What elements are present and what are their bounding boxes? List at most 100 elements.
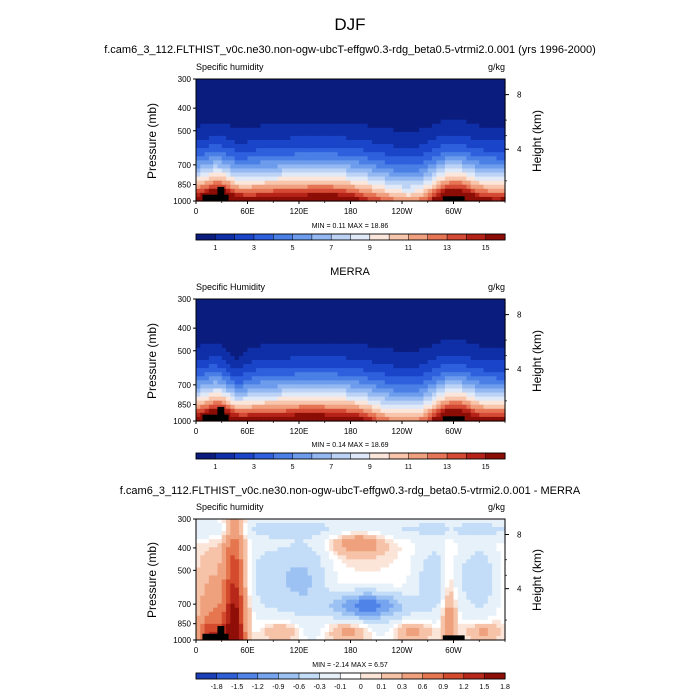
heatmap-cell	[221, 519, 227, 524]
heatmap-cell	[221, 388, 227, 394]
heatmap-cell	[453, 115, 459, 121]
heatmap-cell	[311, 408, 317, 414]
heatmap-cell	[311, 519, 317, 524]
heatmap-cell	[419, 172, 425, 178]
heatmap-cell	[363, 103, 369, 109]
heatmap-cell	[436, 384, 442, 390]
heatmap-cell	[449, 184, 455, 190]
heatmap-cell	[350, 392, 356, 398]
heatmap-cell	[427, 351, 433, 357]
heatmap-cell	[230, 144, 236, 149]
heatmap-cell	[217, 400, 223, 406]
heatmap-cell	[474, 523, 480, 528]
heatmap-cell	[337, 364, 343, 369]
heatmap-cell	[320, 152, 326, 157]
heatmap-cell	[230, 535, 236, 540]
heatmap-cell	[380, 539, 386, 544]
heatmap-cell	[384, 307, 390, 312]
heatmap-cell	[440, 519, 446, 524]
heatmap-cell	[436, 523, 442, 528]
heatmap-cell	[333, 343, 339, 349]
heatmap-cell	[444, 339, 450, 345]
heatmap-cell	[406, 184, 412, 190]
heatmap-cell	[324, 376, 330, 381]
heatmap-cell	[432, 172, 437, 178]
heatmap-cell	[479, 140, 485, 145]
heatmap-cell	[371, 79, 377, 84]
heatmap-cell	[423, 416, 429, 422]
heatmap-cell	[389, 372, 395, 377]
heatmap-cell	[492, 311, 498, 316]
heatmap-cell	[406, 364, 412, 369]
heatmap-cell	[294, 396, 300, 402]
heatmap-cell	[217, 299, 223, 304]
heatmap-cell	[367, 107, 373, 113]
topography-cell	[219, 406, 223, 421]
heatmap-cell	[329, 79, 334, 84]
heatmap-cell	[487, 140, 493, 145]
heatmap-cell	[311, 539, 317, 544]
heatmap-cell	[256, 380, 261, 385]
heatmap-cell	[393, 343, 399, 349]
heatmap-cell	[217, 140, 223, 145]
heatmap-cell	[346, 323, 352, 329]
heatmap-cell	[303, 144, 309, 149]
heatmap-cell	[251, 95, 257, 100]
heatmap-cell	[453, 347, 459, 353]
heatmap-cell	[436, 180, 442, 186]
heatmap-cell	[440, 531, 446, 536]
heatmap-cell	[457, 111, 463, 117]
heatmap-cell	[371, 87, 377, 92]
heatmap-cell	[256, 135, 261, 141]
heatmap-cell	[389, 319, 395, 324]
heatmap-cell	[324, 99, 330, 104]
heatmap-cell	[354, 119, 360, 125]
heatmap-cell	[419, 355, 425, 361]
heatmap-cell	[264, 388, 270, 394]
heatmap-cell	[221, 107, 227, 113]
heatmap-cell	[316, 299, 322, 304]
heatmap-cell	[333, 144, 339, 149]
heatmap-cell	[277, 364, 283, 369]
heatmap-cell	[247, 311, 253, 316]
heatmap-cell	[479, 303, 485, 308]
panel-model: f.cam6_3_112.FLTHIST_v0c.ne30.non-ogw-ub…	[104, 44, 596, 252]
heatmap-cell	[367, 127, 373, 133]
heatmap-cell	[268, 115, 274, 121]
heatmap-cell	[230, 180, 236, 186]
colorbar-swatch	[408, 233, 429, 241]
heatmap-cell	[419, 176, 425, 182]
heatmap-cell	[196, 408, 201, 414]
heatmap-cell	[299, 303, 304, 308]
heatmap-cell	[419, 140, 425, 145]
heatmap-cell	[277, 176, 283, 182]
heatmap-cell	[294, 523, 300, 528]
heatmap-cell	[320, 176, 326, 182]
heatmap-cell	[260, 91, 266, 96]
heatmap-cell	[427, 311, 433, 316]
heatmap-cell	[268, 119, 274, 125]
heatmap-cell	[226, 527, 231, 532]
heatmap-cell	[204, 539, 210, 544]
colorbar-swatch	[292, 452, 313, 460]
heatmap-cell	[423, 135, 429, 141]
heatmap-cell	[376, 351, 382, 357]
heatmap-cell	[204, 299, 210, 304]
heatmap-cell	[299, 384, 304, 390]
heatmap-cell	[371, 319, 377, 324]
heatmap-cell	[268, 188, 274, 194]
heatmap-cell	[230, 355, 236, 361]
heatmap-cell	[466, 311, 472, 316]
heatmap-cell	[350, 372, 356, 377]
heatmap-cell	[470, 135, 476, 141]
heatmap-cell	[410, 531, 416, 536]
heatmap-cell	[303, 315, 309, 320]
heatmap-cell	[264, 119, 270, 125]
heatmap-cell	[204, 111, 210, 117]
heatmap-cell	[311, 135, 317, 141]
heatmap-cell	[492, 360, 498, 365]
heatmap-cell	[393, 131, 399, 137]
heatmap-cell	[273, 135, 279, 141]
heatmap-cell	[341, 131, 347, 137]
heatmap-cell	[470, 196, 476, 202]
